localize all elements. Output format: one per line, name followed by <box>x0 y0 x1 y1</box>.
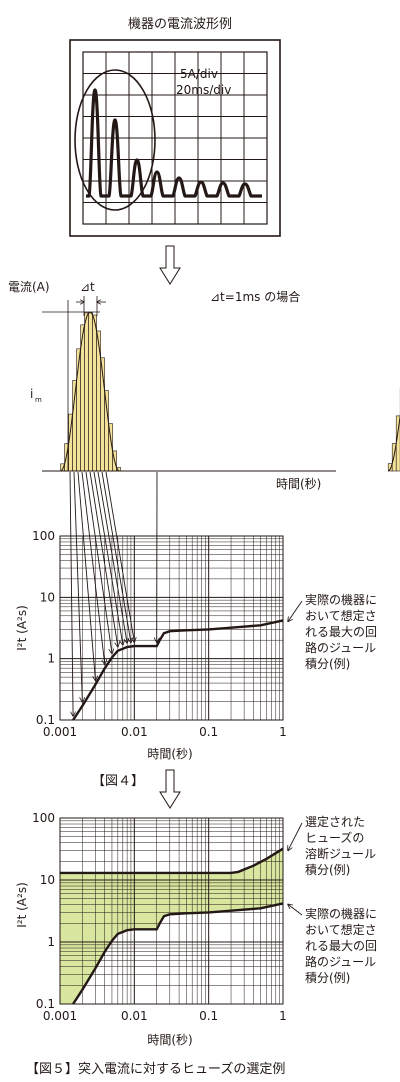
fig4-ytick-label: 10 <box>40 590 55 604</box>
fig4-xtick-label: 0.1 <box>199 725 218 739</box>
pulse-bar <box>88 312 93 472</box>
fig5-caption: 【図５】突入電流に対するヒューズの選定例 <box>26 1061 285 1077</box>
fig4-xtick-label: 0.001 <box>43 725 77 739</box>
fig4-annotation-line: 路のジュール <box>305 640 376 655</box>
fig4-ylabel: I²t (A²s) <box>15 605 29 651</box>
fig5-annotation-line: ヒューズの <box>305 830 364 845</box>
fig5-xtick-label: 0.01 <box>121 1009 148 1023</box>
fig4-series-line <box>72 619 284 721</box>
fig4-annotation-line: 積分(例) <box>305 656 350 671</box>
scale-current-label: 5A/div <box>180 67 218 81</box>
im-subscript: m <box>35 396 42 404</box>
fig4-ytick-label: 0.1 <box>36 713 55 727</box>
fig4-xtick-label: 1 <box>279 725 287 739</box>
im-label: i <box>30 387 33 401</box>
delta-t-note: ⊿t=1ms の場合 <box>210 289 300 304</box>
fig5-fuse-line <box>60 847 284 875</box>
pulse-bar <box>104 390 109 472</box>
current-waveform <box>86 88 262 198</box>
pulse-bar <box>84 312 89 472</box>
fig5-ytick-label: 0.1 <box>36 997 55 1011</box>
fig5-annotation-line: 選定された <box>305 814 365 829</box>
fig5-ytick-label: 100 <box>32 811 55 825</box>
fig5-annotation-line: れる最大の回 <box>305 939 377 953</box>
fig4-caption: 【図４】 <box>92 774 144 789</box>
pulse-bar <box>92 314 97 472</box>
connector-arrow <box>69 471 73 716</box>
oscilloscope-screen: 5A/div 20ms/div <box>69 39 281 237</box>
fig5-margin-area <box>60 848 283 1004</box>
fig4-annotation-line: おいて想定さ <box>305 608 377 623</box>
pulse-envelope <box>387 413 400 472</box>
fig5-annotation-line: 実際の機器に <box>305 906 377 921</box>
delta-t-label: ⊿t <box>80 280 95 294</box>
down-arrow <box>159 245 181 285</box>
fig5-xtick-label: 1 <box>279 1009 287 1023</box>
down-arrow-2 <box>159 769 181 809</box>
scale-time-label: 20ms/div <box>176 83 231 97</box>
pulse-chart: 電流(A) ⊿t ⊿t=1ms の場合 i m 時間(秒) <box>8 280 400 491</box>
pulse-ylabel: 電流(A) <box>8 280 50 294</box>
pulse-xlabel: 時間(秒) <box>276 477 321 491</box>
connector-arrow <box>101 471 131 643</box>
connector-arrow <box>85 471 112 653</box>
fig5-ytick-label: 1 <box>47 935 55 949</box>
fig5-annotation-line: 溶断ジュール <box>305 846 376 861</box>
connector-arrow <box>89 471 118 647</box>
fig5-ytick-label: 10 <box>40 873 55 887</box>
fig5-ylabel: I²t (A²s) <box>15 882 29 928</box>
fig5-circuit-line <box>72 902 284 1005</box>
fig4-xlabel: 時間(秒) <box>147 747 192 761</box>
connector-arrow <box>105 471 134 642</box>
connector-arrow <box>97 471 127 643</box>
connector-arrow <box>77 471 95 680</box>
fig5-annotation-line: おいて想定さ <box>305 922 377 937</box>
fig4-annotation-line: れる最大の回 <box>305 625 377 639</box>
fig4-xtick-label: 0.01 <box>121 725 148 739</box>
fig5-annotation-line: 路のジュール <box>305 954 376 969</box>
fig5-annotation-line: 積分(例) <box>305 970 350 985</box>
fig5-xlabel: 時間(秒) <box>147 1033 192 1047</box>
fig4-ytick-label: 100 <box>32 529 55 543</box>
fig5-xtick-label: 0.1 <box>199 1009 218 1023</box>
connector-arrows <box>69 471 157 716</box>
fig5-xtick-label: 0.001 <box>43 1009 77 1023</box>
highlight-ellipse <box>74 69 156 211</box>
oscilloscope-title: 機器の電流波形例 <box>128 17 232 32</box>
connector-arrow <box>73 471 82 702</box>
fig5-annotation-line: 積分(例) <box>305 862 350 877</box>
fig4-ytick-label: 1 <box>47 652 55 666</box>
fig4-annotation-line: 実際の機器に <box>305 592 377 607</box>
